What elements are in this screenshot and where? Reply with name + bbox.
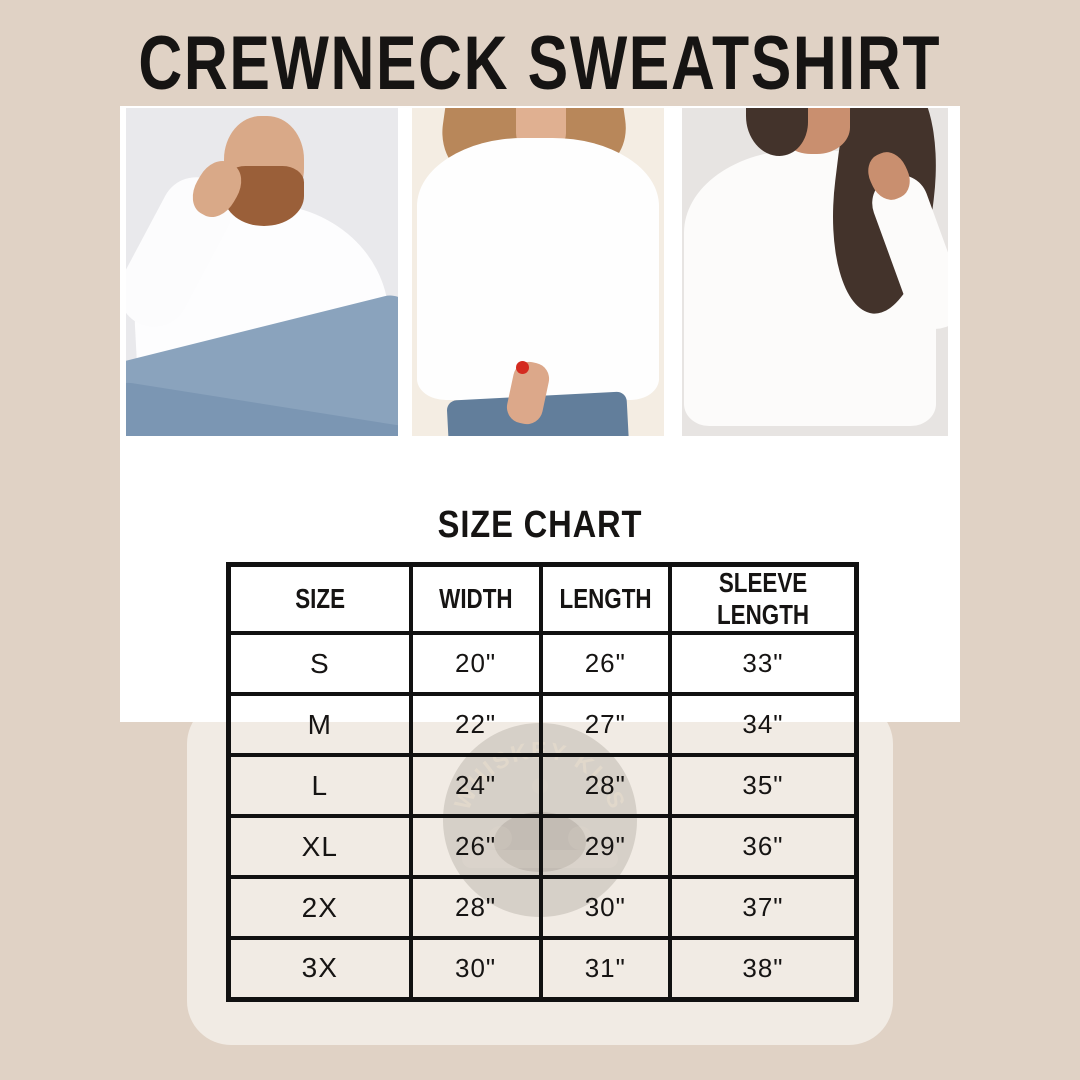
width-cell: 22"	[408, 692, 543, 757]
size-cell: XL	[226, 814, 413, 879]
page-title: CREWNECK SWEATSHIRT	[0, 18, 1080, 108]
sleeve-length-cell: 38"	[667, 936, 859, 1001]
size-cell: 3X	[226, 936, 413, 1001]
size-cell: L	[226, 753, 413, 818]
photo-strip	[126, 108, 948, 436]
length-cell: 30"	[538, 875, 672, 940]
length-cell: 28"	[538, 753, 672, 818]
size-cell: S	[226, 631, 413, 696]
width-cell: 26"	[408, 814, 543, 879]
product-photo-woman-pocket	[412, 108, 664, 436]
table-row-m: M 22" 27" 34"	[226, 692, 859, 757]
page-title-text: CREWNECK SWEATSHIRT	[138, 20, 942, 106]
product-photos-card	[120, 106, 960, 722]
sleeve-length-cell: 36"	[667, 814, 859, 879]
table-row-2x: 2X 28" 30" 37"	[226, 875, 859, 940]
table-row-3x: 3X 30" 31" 38"	[226, 936, 859, 1001]
sleeve-length-cell: 33"	[667, 631, 859, 696]
sweatshirt-shape	[417, 138, 659, 400]
size-cell: M	[226, 692, 413, 757]
table-header-row: SIZE WIDTH LENGTH SLEEVE LENGTH	[226, 562, 859, 635]
table-row-xl: XL 26" 29" 36"	[226, 814, 859, 879]
table-row-l: L 24" 28" 35"	[226, 753, 859, 818]
width-cell: 20"	[408, 631, 543, 696]
column-header-width: WIDTH	[408, 562, 543, 635]
length-cell: 27"	[538, 692, 672, 757]
length-cell: 31"	[538, 936, 672, 1001]
product-photo-bearded-man	[126, 108, 398, 436]
length-cell: 29"	[538, 814, 672, 879]
product-photo-woman-dark-hair	[682, 108, 948, 436]
sleeve-length-cell: 37"	[667, 875, 859, 940]
size-cell: 2X	[226, 875, 413, 940]
size-chart-table: SIZE WIDTH LENGTH SLEEVE LENGTH S 20" 26…	[226, 562, 859, 1002]
size-chart-heading: SIZE CHART	[0, 504, 1080, 547]
table-row-s: S 20" 26" 33"	[226, 631, 859, 696]
column-header-sleeve-length: SLEEVE LENGTH	[667, 562, 859, 635]
sleeve-length-cell: 34"	[667, 692, 859, 757]
width-cell: 24"	[408, 753, 543, 818]
red-nail-dot	[516, 361, 529, 374]
length-cell: 26"	[538, 631, 672, 696]
width-cell: 30"	[408, 936, 543, 1001]
size-chart-heading-text: SIZE CHART	[437, 504, 643, 546]
sleeve-length-cell: 35"	[667, 753, 859, 818]
column-header-size: SIZE	[226, 562, 413, 635]
column-header-length: LENGTH	[538, 562, 672, 635]
width-cell: 28"	[408, 875, 543, 940]
